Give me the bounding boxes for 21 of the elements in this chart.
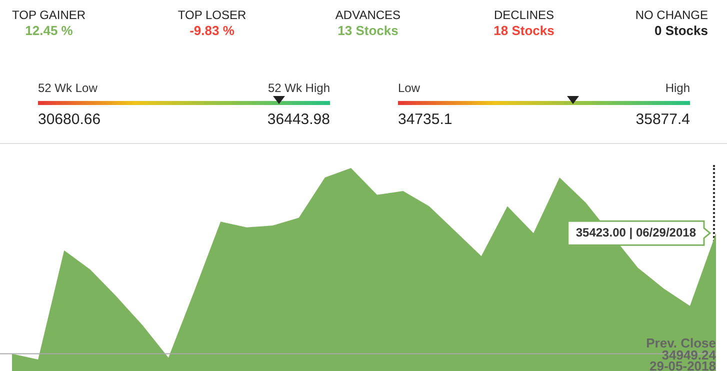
text: 0 Stocks xyxy=(654,23,708,38)
text: -9.83 % xyxy=(190,23,234,38)
text: 52 Wk High xyxy=(268,81,330,95)
text: ADVANCES xyxy=(335,8,401,22)
text: High xyxy=(665,81,690,95)
text: TOP GAINER xyxy=(12,8,86,22)
annotation: 35423.00 | 06/29/2018 xyxy=(576,225,696,240)
annotation: 29-05-2018 xyxy=(650,358,716,371)
text: DECLINES xyxy=(494,8,554,22)
text: 12.45 % xyxy=(25,23,73,38)
text: NO CHANGE xyxy=(635,8,708,22)
text: 35877.4 xyxy=(636,111,690,128)
text: 13 Stocks xyxy=(338,23,398,38)
text: 18 Stocks xyxy=(494,23,554,38)
text: 36443.98 xyxy=(267,111,330,128)
text: 52 Wk Low xyxy=(38,81,98,95)
text: Low xyxy=(398,81,420,95)
text: 34735.1 xyxy=(398,111,452,128)
text: 30680.66 xyxy=(38,111,101,128)
ref-line-label: Prev. Close xyxy=(646,335,716,350)
text: TOP LOSER xyxy=(178,8,246,22)
